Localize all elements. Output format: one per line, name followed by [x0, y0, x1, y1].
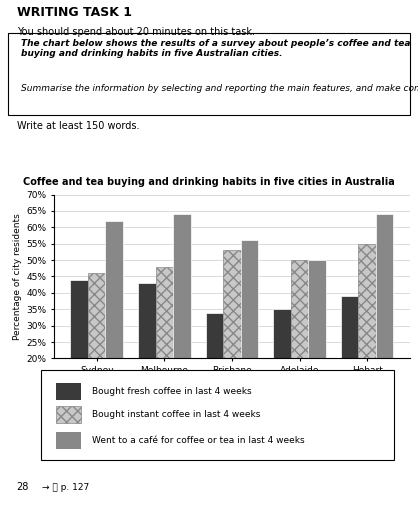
Bar [308, 260, 326, 424]
FancyBboxPatch shape [41, 371, 394, 460]
Text: → 🔖 p. 127: → 🔖 p. 127 [42, 482, 89, 492]
Bar [241, 241, 258, 424]
Bar [359, 244, 376, 424]
Text: Bought fresh coffee in last 4 weeks: Bought fresh coffee in last 4 weeks [92, 387, 252, 396]
Text: WRITING TASK 1: WRITING TASK 1 [17, 6, 132, 19]
Text: Went to a café for coffee or tea in last 4 weeks: Went to a café for coffee or tea in last… [92, 436, 305, 445]
Bar [291, 260, 308, 424]
Bar [223, 250, 241, 424]
Text: You should spend about 20 minutes on this task.: You should spend about 20 minutes on thi… [17, 27, 255, 37]
FancyBboxPatch shape [56, 407, 81, 423]
FancyBboxPatch shape [56, 432, 81, 449]
Y-axis label: Percentage of city residents: Percentage of city residents [13, 213, 23, 340]
FancyBboxPatch shape [56, 383, 81, 400]
Text: Bought instant coffee in last 4 weeks: Bought instant coffee in last 4 weeks [92, 410, 261, 419]
Bar [71, 280, 88, 424]
Text: 28: 28 [17, 481, 29, 492]
Text: Write at least 150 words.: Write at least 150 words. [17, 121, 139, 131]
Text: The chart below shows the results of a survey about people’s coffee and tea buyi: The chart below shows the results of a s… [21, 39, 410, 58]
Bar [206, 312, 223, 424]
Bar [376, 214, 393, 424]
Text: Coffee and tea buying and drinking habits in five cities in Australia: Coffee and tea buying and drinking habit… [23, 177, 395, 187]
Bar [88, 273, 105, 424]
Bar [273, 309, 291, 424]
Bar [155, 267, 173, 424]
Bar [105, 221, 123, 424]
FancyBboxPatch shape [8, 33, 410, 115]
Bar [173, 214, 191, 424]
Bar [341, 296, 359, 424]
Bar [138, 283, 155, 424]
Text: Summarise the information by selecting and reporting the main features, and make: Summarise the information by selecting a… [21, 83, 418, 93]
